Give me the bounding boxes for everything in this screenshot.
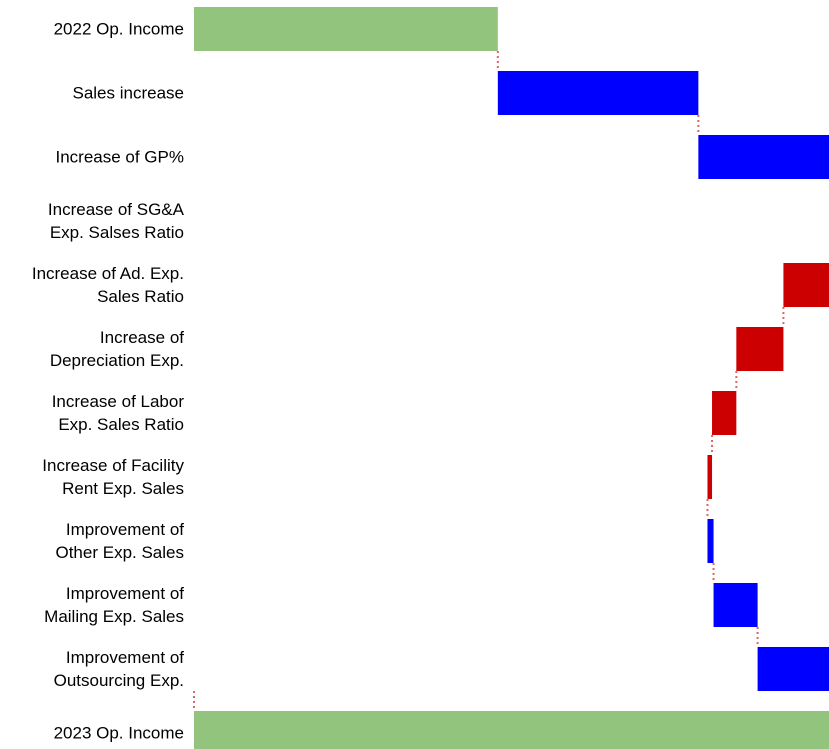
category-label: Improvement of Other Exp. Sales (55, 520, 184, 562)
bar (707, 519, 714, 563)
category-label: Increase of Facility Rent Exp. Sales (42, 456, 184, 498)
bar (783, 263, 829, 307)
bar (698, 135, 829, 179)
bar (757, 647, 829, 691)
category-label: Improvement of Mailing Exp. Sales (44, 584, 184, 626)
bar (497, 71, 699, 115)
category-label: 2023 Op. Income (53, 723, 184, 743)
category-label: Sales increase (72, 83, 184, 103)
bar (713, 583, 758, 627)
category-label: Increase of Ad. Exp. Sales Ratio (31, 264, 184, 306)
category-label: Increase of Labor Exp. Sales Ratio (51, 392, 184, 434)
bar (194, 7, 498, 51)
category-label: Improvement of Outsourcing Exp. (53, 648, 184, 690)
category-label: Increase of GP% (55, 147, 184, 167)
bar (707, 455, 713, 499)
category-label: 2022 Op. Income (53, 19, 184, 39)
bar (194, 711, 829, 749)
category-label: Increase of SG&A Exp. Salses Ratio (47, 200, 184, 242)
category-label: Increase of Depreciation Exp. (49, 328, 184, 370)
bar (712, 391, 737, 435)
bar (736, 327, 784, 371)
